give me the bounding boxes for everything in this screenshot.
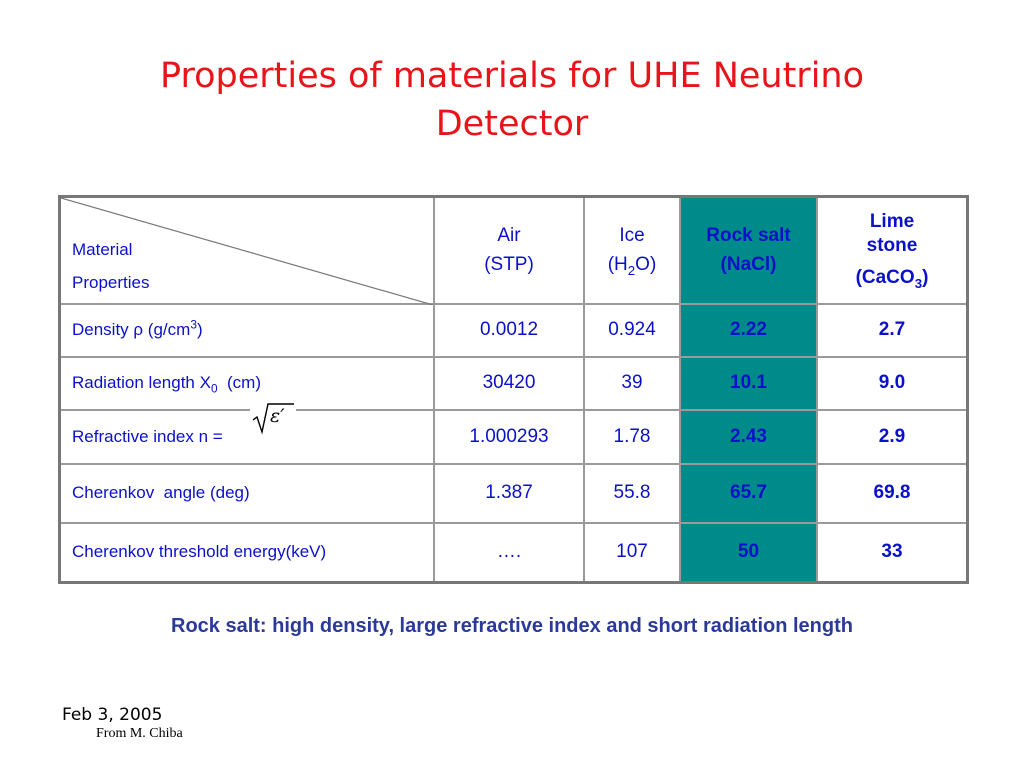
cell-threshold-lime-stone: 33 [816, 521, 969, 584]
column-header-air-name: Air [497, 225, 521, 247]
column-header-lime-stone-name-1: Lime [869, 211, 915, 233]
slide-title-line-1: Properties of materials for UHE Neutrino [159, 56, 865, 96]
table-row: Cherenkov threshold energy(keV) …. 107 5… [58, 521, 969, 584]
slide-credit: From M. Chiba [96, 726, 183, 741]
column-header-rock-salt: Rock salt (NaCl) [679, 195, 818, 305]
table-row: Density ρ (g/cm3) 0.0012 0.924 2.22 2.7 [58, 302, 969, 358]
cell-radiation-ice: 39 [583, 355, 681, 411]
column-header-lime-stone-name-2: stone [866, 235, 918, 257]
cell-refractive-lime-stone: 2.9 [816, 408, 969, 465]
row-label-density: Density ρ (g/cm3) [58, 302, 435, 358]
cell-density-air: 0.0012 [433, 302, 585, 358]
table-row: Cherenkov angle (deg) 1.387 55.8 65.7 69… [58, 462, 969, 524]
row-label-cherenkov-angle: Cherenkov angle (deg) [58, 462, 435, 524]
cell-radiation-lime-stone: 9.0 [816, 355, 969, 411]
table-row: Radiation length X0 (cm) 30420 39 10.1 9… [58, 355, 969, 411]
column-header-ice: Ice (H2O) [583, 195, 681, 305]
corner-label-material: Material [72, 240, 133, 259]
column-header-air-detail: (STP) [484, 254, 534, 276]
cell-refractive-rock-salt: 2.43 [679, 408, 818, 465]
row-label-refractive-index: Refractive index n = [58, 408, 435, 465]
cell-threshold-ice: 107 [583, 521, 681, 584]
table-header-row: Material Properties Air (STP) Ice (H2O) … [58, 195, 969, 305]
cell-angle-rock-salt: 65.7 [679, 462, 818, 524]
column-header-ice-name: Ice [619, 225, 645, 247]
cell-threshold-air: …. [433, 521, 585, 584]
cell-angle-air: 1.387 [433, 462, 585, 524]
column-header-ice-detail: (H2O) [607, 254, 657, 279]
row-label-threshold-energy: Cherenkov threshold energy(keV) [58, 521, 435, 584]
summary-statement: Rock salt: high density, large refractiv… [171, 615, 853, 637]
cell-threshold-rock-salt: 50 [679, 521, 818, 584]
column-header-lime-stone: Lime stone (CaCO3) [816, 195, 969, 305]
column-header-air: Air (STP) [433, 195, 585, 305]
corner-label-properties: Properties [72, 273, 150, 292]
cell-refractive-ice: 1.78 [583, 408, 681, 465]
sqrt-sign-icon [252, 403, 294, 435]
column-header-rock-salt-name: Rock salt [706, 225, 791, 247]
cell-refractive-air: 1.000293 [433, 408, 585, 465]
cell-radiation-rock-salt: 10.1 [679, 355, 818, 411]
cell-density-lime-stone: 2.7 [816, 302, 969, 358]
diagonal-divider [61, 198, 433, 305]
epsilon-symbol: ε′ [270, 405, 285, 427]
slide-date: Feb 3, 2005 [62, 705, 163, 725]
cell-density-ice: 0.924 [583, 302, 681, 358]
slide-title: Properties of materials for UHE Neutrino… [0, 52, 1024, 148]
column-header-rock-salt-detail: (NaCl) [720, 254, 777, 276]
row-label-radiation-length: Radiation length X0 (cm) [58, 355, 435, 411]
cell-density-rock-salt: 2.22 [679, 302, 818, 358]
materials-table: Material Properties Air (STP) Ice (H2O) … [58, 195, 969, 584]
sqrt-epsilon-formula: ε′ [250, 400, 296, 436]
cell-angle-lime-stone: 69.8 [816, 462, 969, 524]
table-row: Refractive index n = 1.000293 1.78 2.43 … [58, 408, 969, 465]
slide-title-line-2: Detector [435, 104, 589, 144]
column-header-lime-stone-detail: (CaCO3) [855, 267, 929, 292]
corner-header-cell: Material Properties [58, 195, 435, 305]
cell-radiation-air: 30420 [433, 355, 585, 411]
cell-angle-ice: 55.8 [583, 462, 681, 524]
